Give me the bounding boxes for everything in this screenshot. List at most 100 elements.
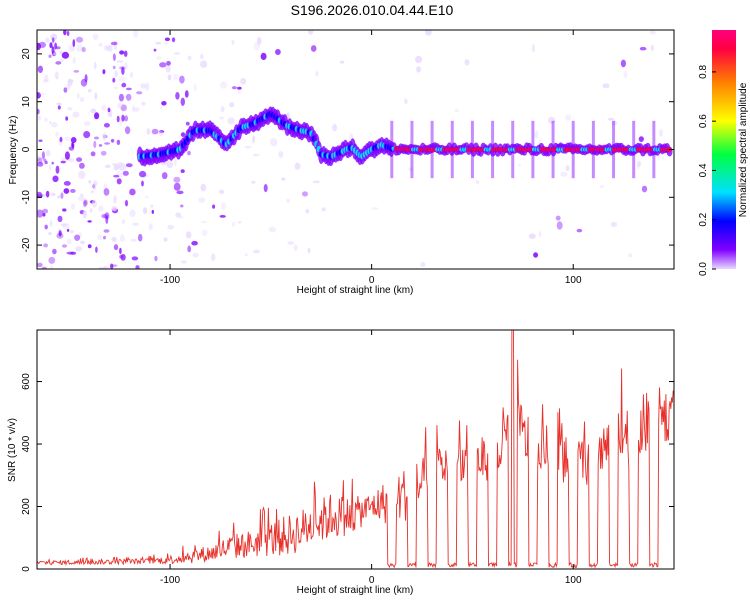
noise-speckle — [454, 108, 459, 113]
noise-speckle — [155, 56, 162, 60]
noise-speckle — [148, 223, 153, 231]
noise-speckle — [124, 62, 128, 70]
noise-speckle — [623, 70, 628, 79]
noise-speckle — [78, 170, 86, 179]
noise-speckle — [100, 150, 107, 156]
noise-speckle — [37, 108, 40, 115]
noise-speckle — [37, 65, 44, 74]
y-tick-label: 10 — [21, 96, 32, 108]
noise-speckle — [119, 50, 125, 55]
noise-speckle — [76, 157, 83, 162]
noise-speckle — [82, 197, 87, 202]
noise-speckle — [90, 190, 94, 193]
noise-speckle — [649, 30, 656, 35]
noise-speckle — [42, 213, 46, 217]
noise-speckle — [133, 30, 139, 38]
noise-speckle — [220, 202, 226, 211]
noise-speckle — [307, 247, 311, 254]
noise-speckle — [124, 95, 128, 99]
noise-speckle — [116, 115, 120, 123]
noise-speckle — [120, 253, 126, 261]
noise-speckle — [37, 161, 44, 167]
noise-speckle — [84, 74, 88, 83]
x-tick-label: 0 — [369, 575, 375, 586]
snr-series-line — [37, 330, 674, 569]
noise-speckle — [37, 115, 42, 121]
noise-speckle — [38, 139, 43, 142]
spectrogram-marks — [37, 30, 673, 269]
noise-speckle — [68, 158, 75, 163]
noise-speckle — [48, 54, 52, 58]
noise-speckle — [39, 92, 47, 96]
noise-speckle — [185, 231, 192, 239]
noise-speckle — [135, 265, 140, 269]
y-tick-label: 0 — [21, 146, 32, 152]
noise-speckle — [41, 151, 46, 160]
noise-speckle — [180, 169, 185, 174]
noise-speckle — [61, 51, 70, 59]
noise-speckle — [252, 135, 256, 144]
noise-speckle — [185, 121, 190, 126]
noise-speckle — [166, 160, 174, 169]
noise-speckle — [93, 61, 97, 70]
noise-speckle — [602, 83, 610, 89]
noise-speckle — [113, 164, 120, 171]
noise-speckle — [88, 180, 92, 184]
noise-speckle — [104, 164, 111, 168]
x-tick-label: -100 — [160, 575, 180, 586]
noise-speckle — [98, 144, 103, 147]
noise-speckle — [45, 37, 50, 43]
noise-speckle — [154, 255, 158, 262]
noise-speckle — [565, 165, 570, 172]
noise-speckle — [93, 136, 100, 140]
colorbar-label: Normalized spectral amplitude — [738, 82, 749, 217]
noise-speckle — [263, 184, 268, 193]
noise-speckle — [628, 253, 633, 258]
noise-speckle — [118, 93, 124, 102]
spectrogram-xlabel: Height of straight line (km) — [297, 285, 414, 296]
noise-speckle — [107, 107, 111, 113]
colorbar-tick-label: 0.0 — [698, 262, 709, 276]
snr-marks — [37, 330, 674, 569]
noise-speckle — [119, 247, 122, 255]
noise-speckle — [315, 70, 319, 77]
noise-speckle — [76, 43, 83, 52]
colorbar-gradient — [712, 30, 736, 269]
noise-speckle — [66, 238, 72, 245]
noise-speckle — [200, 220, 208, 224]
noise-speckle — [253, 249, 260, 254]
y-tick-label: 400 — [21, 435, 32, 452]
noise-speckle — [175, 212, 182, 218]
noise-speckle — [180, 260, 187, 264]
noise-speckle — [237, 86, 242, 90]
spectrogram-ylabel: Frequency (Hz) — [8, 116, 19, 185]
noise-speckle — [167, 224, 175, 230]
noise-speckle — [63, 188, 70, 194]
noise-speckle — [166, 60, 171, 66]
noise-speckle — [124, 199, 129, 207]
noise-speckle — [97, 234, 103, 240]
noise-speckle — [72, 56, 76, 64]
noise-speckle — [555, 215, 561, 221]
noise-speckle — [202, 229, 208, 236]
noise-speckle — [268, 226, 276, 233]
noise-speckle — [200, 60, 208, 68]
noise-speckle — [321, 207, 326, 212]
noise-speckle — [219, 215, 226, 218]
noise-speckle — [576, 228, 583, 233]
noise-speckle — [150, 204, 154, 208]
noise-speckle — [305, 209, 310, 214]
noise-speckle — [51, 122, 58, 128]
noise-speckle — [112, 53, 116, 61]
noise-speckle — [44, 224, 48, 230]
noise-speckle — [64, 136, 71, 141]
noise-speckle — [212, 204, 216, 209]
colorbar-tick-label: 0.2 — [698, 212, 709, 226]
noise-speckle — [43, 117, 48, 122]
noise-speckle — [48, 232, 52, 236]
noise-speckle — [339, 60, 345, 64]
noise-speckle — [42, 208, 49, 214]
noise-speckle — [87, 89, 92, 93]
noise-speckle — [103, 183, 108, 192]
